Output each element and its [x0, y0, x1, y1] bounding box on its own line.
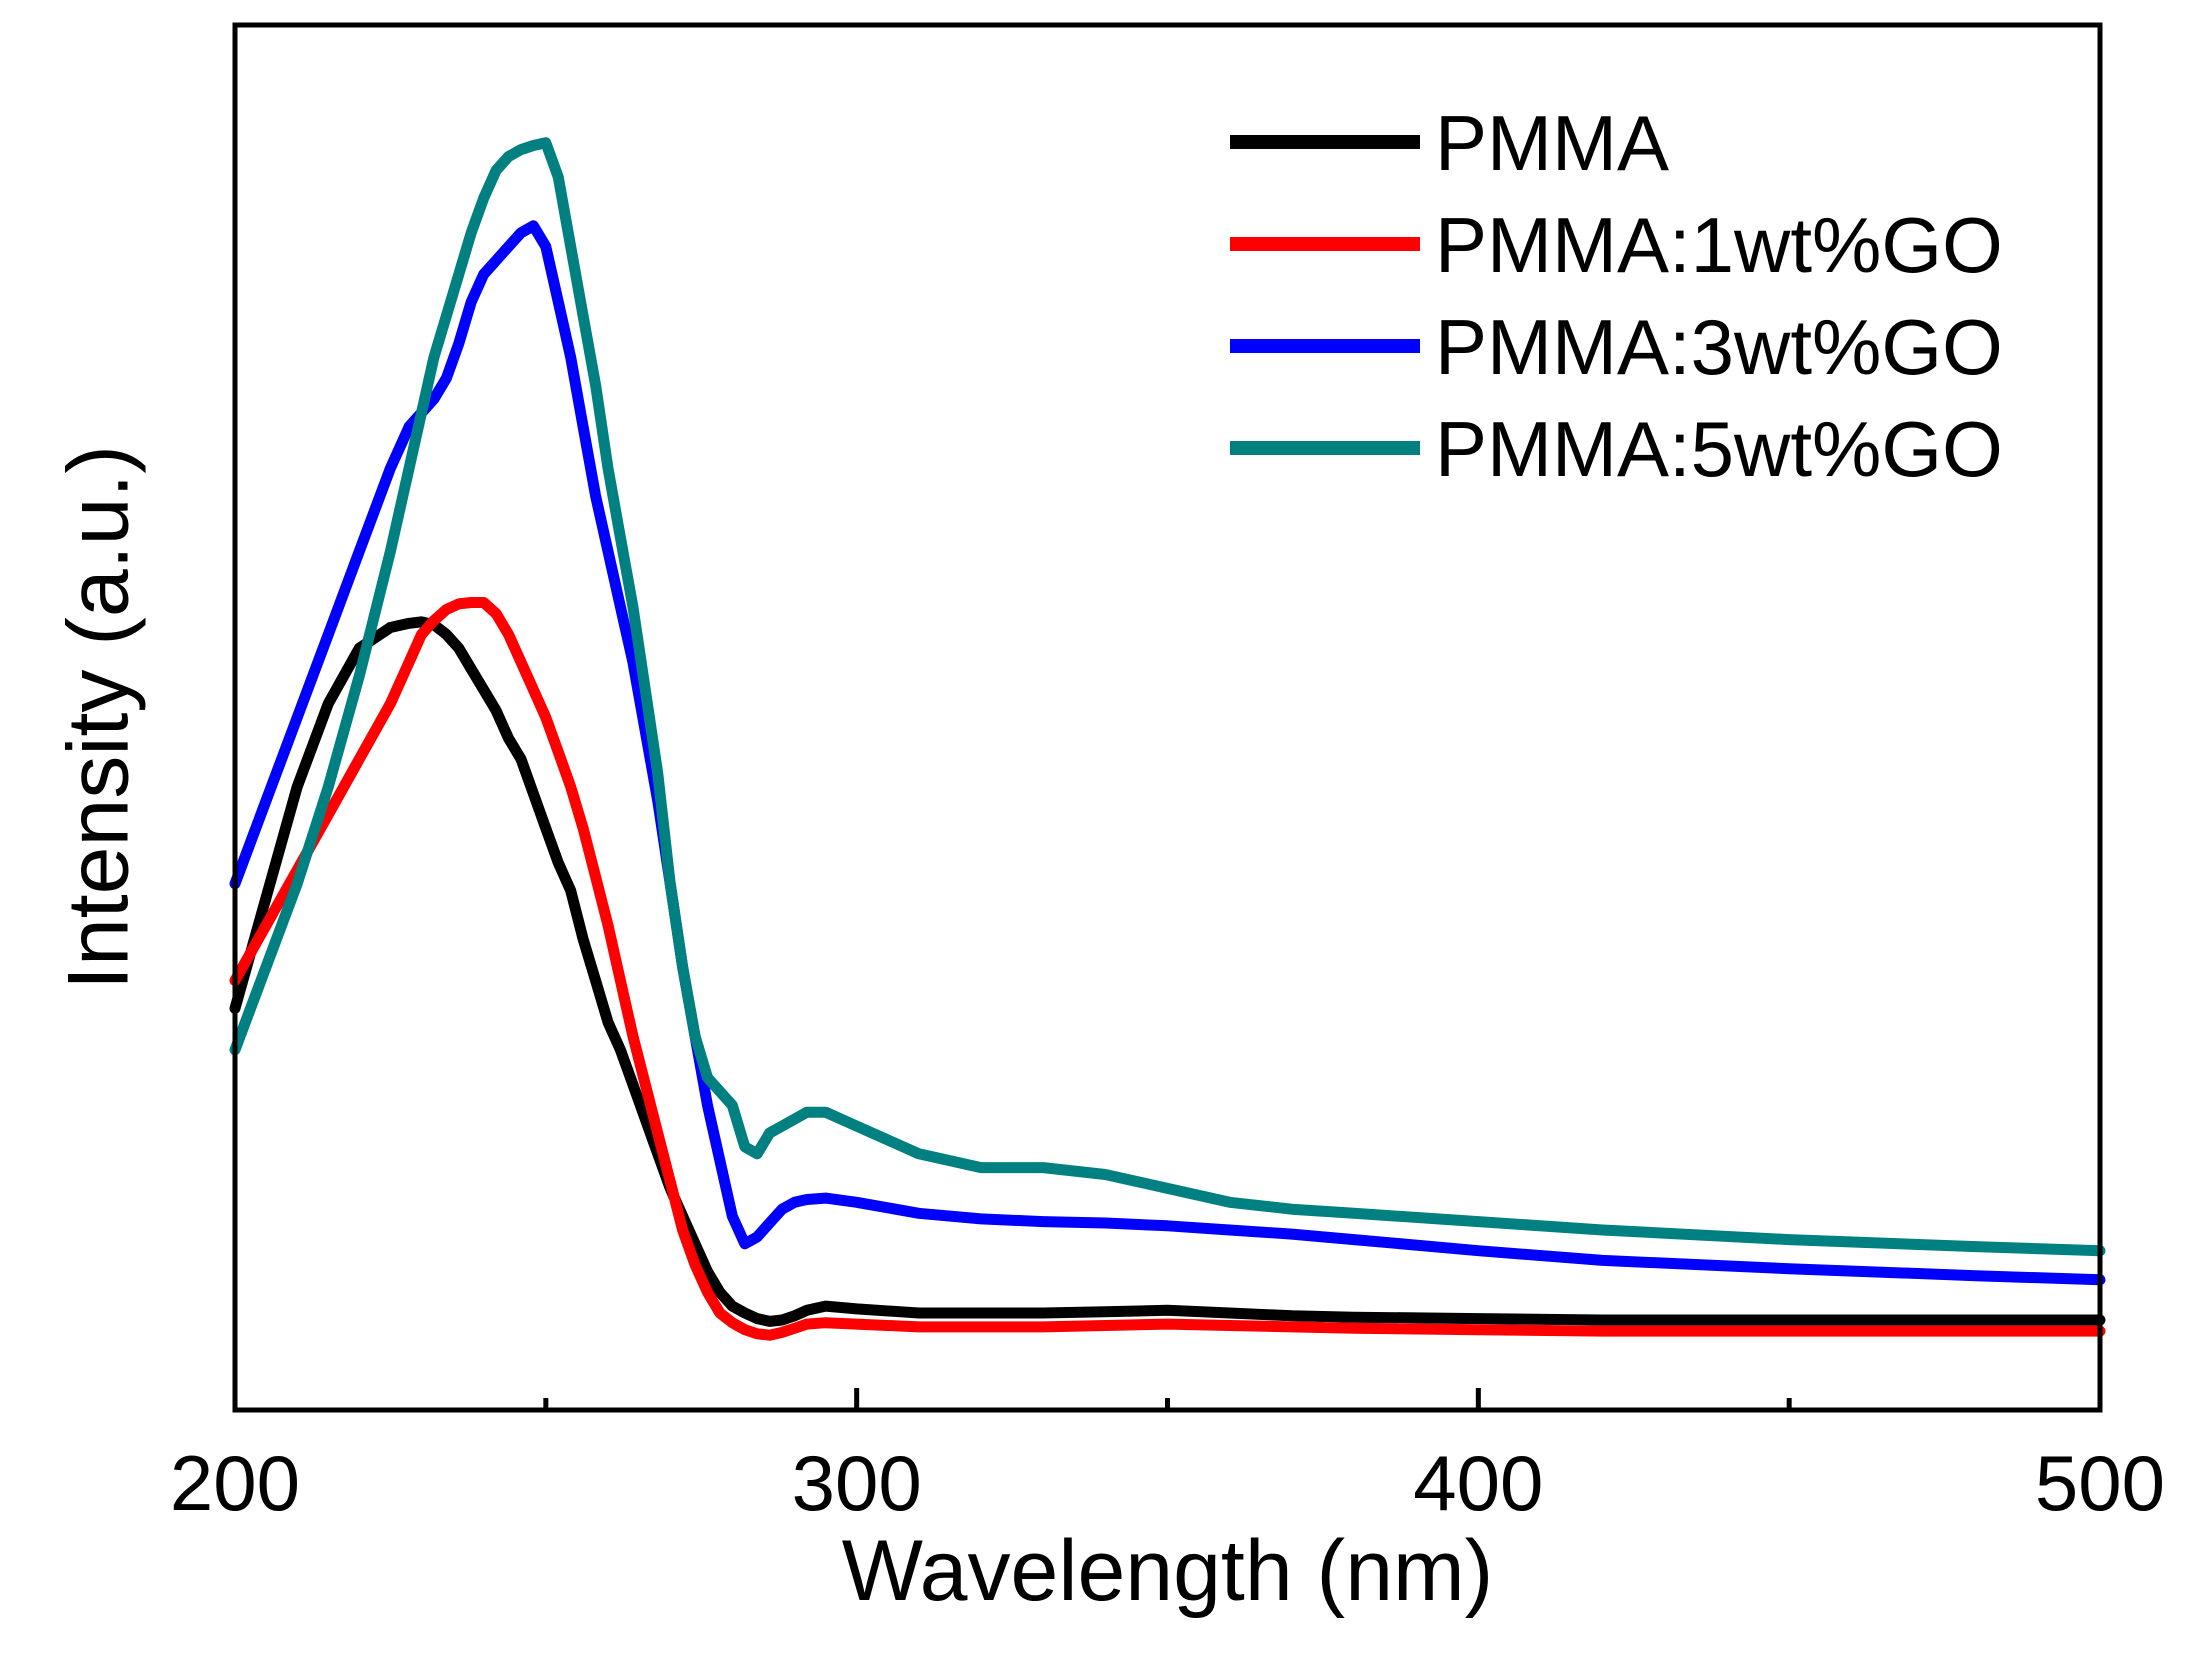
tick-layer: 200 300 400 500	[170, 1388, 2165, 1527]
series-layer	[229, 137, 2106, 1341]
series-line-3	[229, 137, 2106, 1257]
legend-label-1: PMMA:1wt%GO	[1435, 201, 2003, 289]
y-axis-title: Intensity (a.u.)	[51, 445, 147, 990]
series-line-1	[229, 597, 2106, 1341]
x-tick-label: 300	[792, 1439, 922, 1527]
legend-label-3: PMMA:5wt%GO	[1435, 405, 2003, 493]
x-tick-label: 200	[170, 1439, 300, 1527]
legend: PMMA PMMA:1wt%GO PMMA:3wt%GO PMMA:5wt%GO	[1230, 99, 2003, 493]
x-tick-label: 400	[1413, 1439, 1543, 1527]
x-tick-label: 500	[2035, 1439, 2165, 1527]
legend-label-0: PMMA	[1435, 99, 1669, 187]
legend-label-2: PMMA:3wt%GO	[1435, 303, 2003, 391]
x-axis-title: Wavelength (nm)	[842, 1523, 1494, 1619]
